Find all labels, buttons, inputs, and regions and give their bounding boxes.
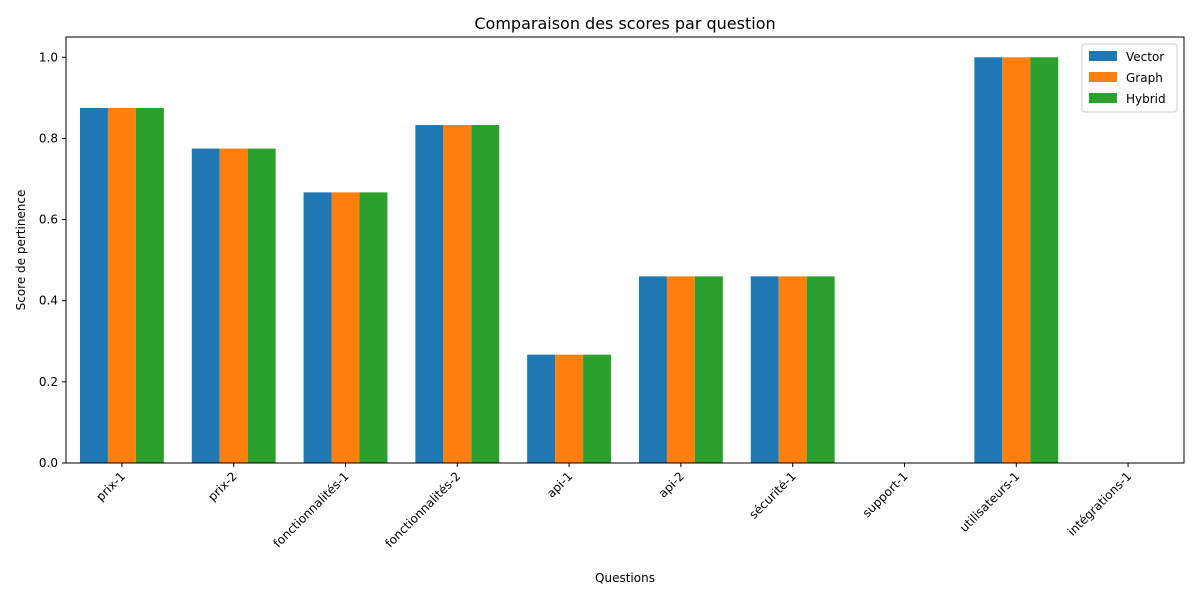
y-tick-label-1: 0.2: [39, 375, 58, 389]
bar-hybrid-3: [471, 125, 500, 463]
bar-vector-8: [974, 57, 1003, 464]
legend-label-hybrid: Hybrid: [1126, 92, 1166, 106]
x-tick-label-6: sécurité-1: [746, 469, 798, 521]
bar-graph-1: [219, 148, 248, 464]
bar-hybrid-2: [359, 192, 388, 464]
bar-vector-4: [527, 354, 556, 463]
bar-graph-8: [1002, 57, 1031, 464]
plot-frame: [65, 36, 1185, 464]
x-tick-label-5: api-2: [656, 469, 687, 500]
legend-swatch-graph: [1089, 72, 1117, 82]
bar-hybrid-0: [135, 108, 164, 463]
x-tick-label-0: prix-1: [93, 469, 128, 504]
legend-label-vector: Vector: [1126, 50, 1164, 64]
x-tick-label-1: prix-2: [205, 469, 240, 504]
y-axis-label: Score de pertinence: [14, 190, 28, 311]
bar-vector-3: [415, 125, 444, 463]
bar-hybrid-6: [806, 276, 835, 463]
x-tick-label-4: api-1: [544, 469, 575, 500]
bar-hybrid-4: [583, 354, 612, 463]
bar-hybrid-8: [1030, 57, 1059, 464]
bars-group: [79, 57, 1059, 464]
bar-graph-2: [331, 192, 360, 464]
y-tick-label-5: 1.0: [39, 50, 58, 64]
x-tick-label-2: fonctionnalités-1: [271, 469, 352, 550]
bar-hybrid-1: [247, 148, 276, 464]
x-axis: prix-1 prix-2 fonctionnalités-1 fonctionnal…: [93, 463, 1134, 550]
x-tick-label-3: fonctionnalités-2: [382, 469, 463, 550]
bar-graph-3: [443, 125, 472, 463]
y-axis: 0.0 0.2 0.4 0.6 0.8 1.0: [39, 50, 66, 470]
bar-graph-5: [666, 276, 695, 463]
bar-graph-4: [555, 354, 584, 463]
bar-vector-0: [79, 108, 108, 463]
chart-title: Comparaison des scores par question: [474, 14, 775, 33]
bar-graph-0: [107, 108, 136, 463]
bar-vector-1: [191, 148, 220, 464]
y-tick-label-3: 0.6: [39, 213, 58, 227]
legend-swatch-hybrid: [1089, 93, 1117, 103]
y-tick-label-4: 0.8: [39, 131, 58, 145]
y-tick-label-0: 0.0: [39, 456, 58, 470]
bar-hybrid-5: [694, 276, 723, 463]
bar-vector-6: [750, 276, 779, 463]
bar-vector-5: [638, 276, 667, 463]
x-tick-label-7: support-1: [860, 469, 911, 520]
bar-vector-2: [303, 192, 332, 464]
x-tick-label-8: utilisateurs-1: [957, 469, 1023, 535]
y-tick-label-2: 0.4: [39, 294, 58, 308]
legend-swatch-vector: [1089, 51, 1117, 61]
bar-graph-6: [778, 276, 807, 463]
legend-label-graph: Graph: [1126, 71, 1163, 85]
legend: Vector Graph Hybrid: [1081, 43, 1178, 113]
x-tick-label-9: intégrations-1: [1065, 469, 1134, 538]
x-axis-label: Questions: [595, 571, 655, 585]
